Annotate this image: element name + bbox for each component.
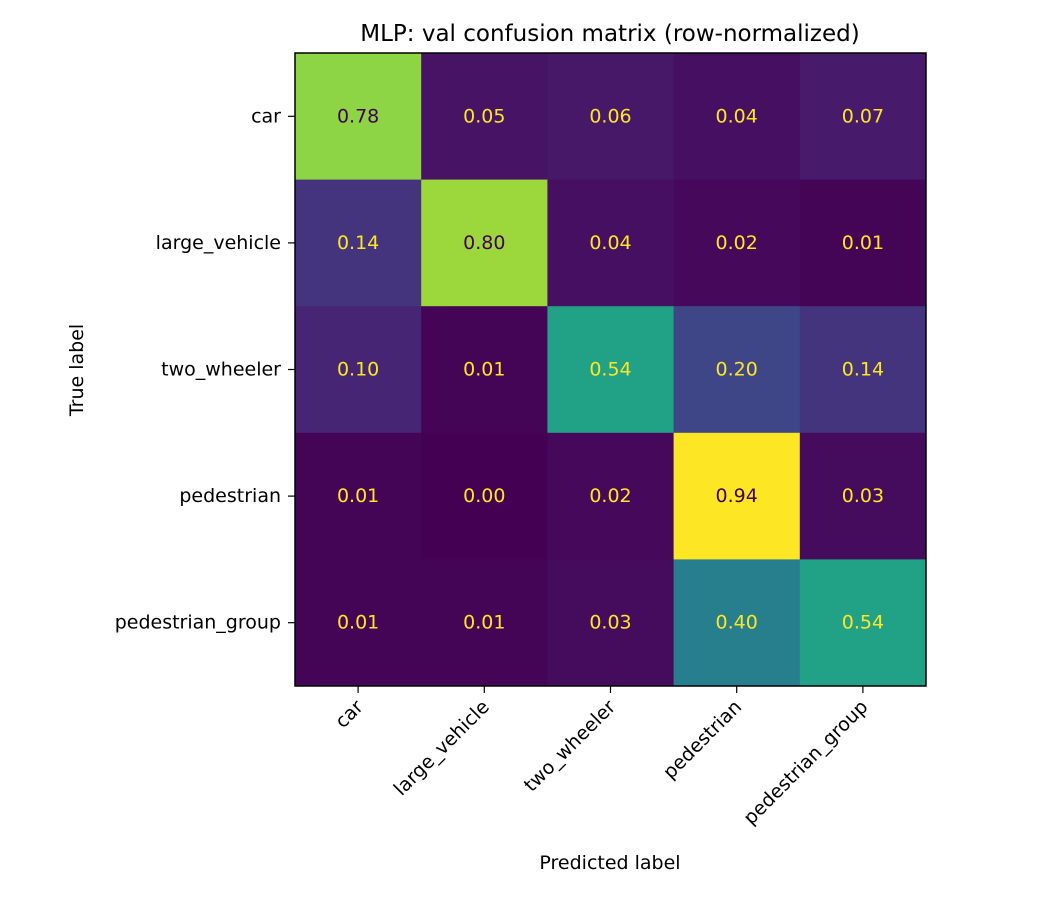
heatmap-cell [799, 53, 927, 181]
heatmap-cell [421, 306, 548, 434]
cell-value-label: 0.04 [589, 232, 631, 254]
cell-value-label: 0.00 [463, 485, 505, 507]
heatmap-cell [799, 559, 927, 687]
cell-value-label: 0.54 [589, 359, 631, 381]
heatmap-cell [673, 432, 801, 560]
cell-value-label: 0.10 [337, 359, 379, 381]
cell-value-label: 0.20 [716, 359, 758, 381]
heatmap-cell [799, 306, 927, 434]
heatmap-cell [673, 179, 801, 307]
cell-value-label: 0.80 [463, 232, 505, 254]
cell-value-label: 0.02 [716, 232, 758, 254]
heatmap-cell [421, 179, 548, 307]
heatmap-cell [547, 432, 675, 560]
heatmap-cell [673, 559, 801, 687]
heatmap-cell [295, 179, 422, 307]
heatmap-cell [421, 559, 548, 687]
cell-value-label: 0.07 [842, 105, 884, 127]
heatmap-cell [673, 306, 801, 434]
x-tick-label: pedestrian_group [739, 696, 872, 829]
cell-value-label: 0.14 [337, 232, 379, 254]
heatmap-cell [547, 179, 675, 307]
x-axis-title: Predicted label [539, 852, 680, 874]
heatmap-cell [673, 53, 801, 181]
heatmap-cell [799, 179, 927, 307]
x-axis-ticks: car large_vehicle two_wheeler pedestrianped… [331, 686, 872, 829]
heatmap-cell [295, 432, 422, 560]
cell-value-label: 0.40 [716, 612, 758, 634]
y-tick-label: two_wheeler [161, 359, 281, 381]
chart-title: MLP: val confusion matrix (row-normalize… [360, 21, 859, 47]
y-tick-label: large_vehicle [156, 232, 281, 254]
cell-value-label: 0.01 [337, 485, 379, 507]
heatmap-cell [421, 432, 548, 560]
cell-value-label: 0.01 [463, 612, 505, 634]
cell-value-label: 0.01 [463, 359, 505, 381]
cell-value-label: 0.06 [589, 105, 631, 127]
heatmap-cell [547, 53, 675, 181]
heatmap-cell [547, 559, 675, 687]
cell-value-label: 0.14 [842, 359, 884, 381]
cell-value-label: 0.05 [463, 105, 505, 127]
heatmap-cell [547, 306, 675, 434]
cell-value-label: 0.54 [842, 612, 884, 634]
cell-value-label: 0.03 [589, 612, 631, 634]
cell-value-label: 0.01 [842, 232, 884, 254]
heatmap-cell [295, 53, 422, 181]
y-tick-label: pedestrian [179, 485, 281, 507]
cell-value-label: 0.04 [716, 105, 758, 127]
cell-value-label: 0.94 [716, 485, 758, 507]
heatmap-cell [295, 306, 422, 434]
y-axis-title: True label [66, 324, 88, 417]
y-tick-label: car [251, 105, 281, 127]
heatmap-cells: 0.78 0.05 0.06 0.04 0.07 0.14 0.80 0.04 0.02 0.01… [295, 53, 927, 687]
y-axis-ticks: car large_vehicle two_wheeler pedestrian ped… [115, 105, 295, 634]
heatmap-cell [421, 53, 548, 181]
y-tick-label: pedestrian_group [115, 612, 281, 634]
cell-value-label: 0.78 [337, 105, 379, 127]
cell-value-label: 0.03 [842, 485, 884, 507]
x-tick-label: pedestrian [659, 696, 746, 783]
x-tick-label: car [331, 696, 368, 733]
x-tick-label: two_wheeler [520, 696, 620, 796]
x-tick-label: large_vehicle [390, 696, 494, 800]
cell-value-label: 0.02 [589, 485, 631, 507]
heatmap-cell [799, 432, 927, 560]
heatmap-cell [295, 559, 422, 687]
cell-value-label: 0.01 [337, 612, 379, 634]
